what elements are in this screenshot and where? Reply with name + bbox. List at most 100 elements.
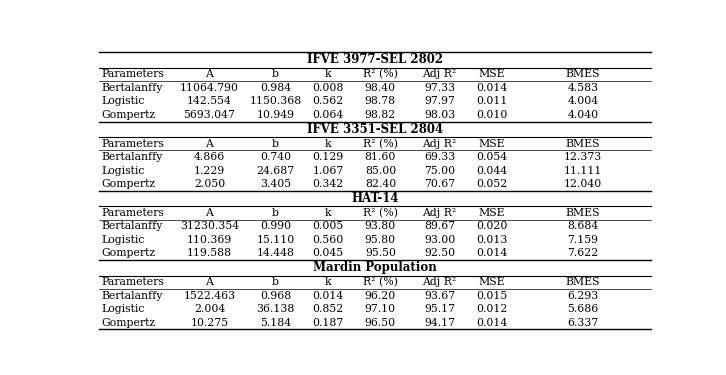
Text: 0.014: 0.014	[476, 248, 507, 258]
Text: 0.014: 0.014	[476, 318, 507, 328]
Text: A: A	[205, 139, 213, 149]
Text: 96.50: 96.50	[365, 318, 396, 328]
Text: b: b	[272, 139, 279, 149]
Text: 5693.047: 5693.047	[184, 110, 235, 120]
Text: MSE: MSE	[478, 208, 505, 218]
Text: 0.045: 0.045	[312, 248, 343, 258]
Text: 8.684: 8.684	[568, 222, 599, 231]
Text: 95.50: 95.50	[365, 248, 396, 258]
Text: 2.004: 2.004	[194, 304, 225, 314]
Text: 0.011: 0.011	[476, 96, 507, 106]
Text: 98.78: 98.78	[365, 96, 396, 106]
Text: Gompertz: Gompertz	[102, 318, 155, 328]
Text: 0.740: 0.740	[260, 152, 291, 162]
Text: Logistic: Logistic	[102, 96, 144, 106]
Text: Logistic: Logistic	[102, 304, 144, 314]
Text: Parameters: Parameters	[102, 278, 164, 287]
Text: 0.852: 0.852	[312, 304, 343, 314]
Text: 97.97: 97.97	[424, 96, 455, 106]
Text: HAT-14: HAT-14	[351, 192, 399, 205]
Text: 81.60: 81.60	[364, 152, 396, 162]
Text: 0.560: 0.560	[312, 235, 343, 245]
Text: 7.159: 7.159	[568, 235, 598, 245]
Text: 2.050: 2.050	[194, 179, 225, 189]
Text: b: b	[272, 69, 279, 80]
Text: 93.00: 93.00	[424, 235, 455, 245]
Text: 3.405: 3.405	[260, 179, 291, 189]
Text: 0.968: 0.968	[260, 291, 291, 301]
Text: 11.111: 11.111	[564, 166, 603, 176]
Text: 31230.354: 31230.354	[180, 222, 239, 231]
Text: 12.040: 12.040	[564, 179, 602, 189]
Text: b: b	[272, 208, 279, 218]
Text: b: b	[272, 278, 279, 287]
Text: A: A	[205, 69, 213, 80]
Text: Bertalanffy: Bertalanffy	[102, 222, 163, 231]
Text: 10.275: 10.275	[190, 318, 229, 328]
Text: 5.184: 5.184	[260, 318, 291, 328]
Text: 0.054: 0.054	[476, 152, 507, 162]
Text: 142.554: 142.554	[187, 96, 232, 106]
Text: IFVE 3977-SEL 2802: IFVE 3977-SEL 2802	[307, 54, 443, 66]
Text: 1.229: 1.229	[194, 166, 225, 176]
Text: 93.67: 93.67	[424, 291, 455, 301]
Text: Parameters: Parameters	[102, 69, 164, 80]
Text: 4.866: 4.866	[194, 152, 225, 162]
Text: 0.187: 0.187	[312, 318, 343, 328]
Text: Bertalanffy: Bertalanffy	[102, 152, 163, 162]
Text: R² (%): R² (%)	[363, 277, 398, 288]
Text: Bertalanffy: Bertalanffy	[102, 83, 163, 93]
Text: 14.448: 14.448	[256, 248, 295, 258]
Text: 0.064: 0.064	[312, 110, 343, 120]
Text: 0.562: 0.562	[312, 96, 343, 106]
Text: 12.373: 12.373	[564, 152, 602, 162]
Text: 97.33: 97.33	[424, 83, 455, 93]
Text: MSE: MSE	[478, 139, 505, 149]
Text: 4.583: 4.583	[568, 83, 599, 93]
Text: Gompertz: Gompertz	[102, 110, 155, 120]
Text: 5.686: 5.686	[568, 304, 599, 314]
Text: 1.067: 1.067	[312, 166, 343, 176]
Text: k: k	[325, 69, 331, 80]
Text: 0.005: 0.005	[312, 222, 343, 231]
Text: IFVE 3351-SEL 2804: IFVE 3351-SEL 2804	[307, 123, 443, 136]
Text: 0.014: 0.014	[476, 83, 507, 93]
Text: 0.008: 0.008	[312, 83, 343, 93]
Text: 98.82: 98.82	[364, 110, 396, 120]
Text: Adj R²: Adj R²	[423, 208, 457, 218]
Text: Logistic: Logistic	[102, 166, 144, 176]
Text: 0.052: 0.052	[476, 179, 507, 189]
Text: 4.040: 4.040	[568, 110, 599, 120]
Text: BMES: BMES	[566, 69, 600, 80]
Text: 85.00: 85.00	[364, 166, 396, 176]
Text: 92.50: 92.50	[424, 248, 455, 258]
Text: BMES: BMES	[566, 139, 600, 149]
Text: 10.949: 10.949	[256, 110, 295, 120]
Text: 1150.368: 1150.368	[250, 96, 302, 106]
Text: 82.40: 82.40	[364, 179, 396, 189]
Text: 0.010: 0.010	[476, 110, 507, 120]
Text: Parameters: Parameters	[102, 139, 164, 149]
Text: Adj R²: Adj R²	[423, 278, 457, 287]
Text: 95.17: 95.17	[424, 304, 455, 314]
Text: R² (%): R² (%)	[363, 69, 398, 80]
Text: 69.33: 69.33	[424, 152, 455, 162]
Text: 36.138: 36.138	[256, 304, 295, 314]
Text: 11064.790: 11064.790	[180, 83, 239, 93]
Text: 0.342: 0.342	[312, 179, 343, 189]
Text: Adj R²: Adj R²	[423, 69, 457, 80]
Text: 15.110: 15.110	[256, 235, 295, 245]
Text: 7.622: 7.622	[568, 248, 599, 258]
Text: 1522.463: 1522.463	[184, 291, 235, 301]
Text: 110.369: 110.369	[187, 235, 232, 245]
Text: k: k	[325, 278, 331, 287]
Text: 0.014: 0.014	[312, 291, 343, 301]
Text: 0.012: 0.012	[476, 304, 507, 314]
Text: 0.984: 0.984	[260, 83, 291, 93]
Text: Gompertz: Gompertz	[102, 179, 155, 189]
Text: Logistic: Logistic	[102, 235, 144, 245]
Text: 75.00: 75.00	[424, 166, 455, 176]
Text: BMES: BMES	[566, 278, 600, 287]
Text: BMES: BMES	[566, 208, 600, 218]
Text: 24.687: 24.687	[256, 166, 295, 176]
